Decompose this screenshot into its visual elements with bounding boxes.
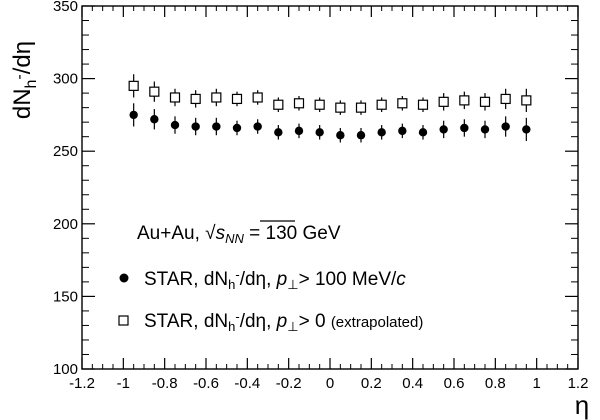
x-tick-label: -1.2 bbox=[69, 375, 95, 392]
y-tick-label: 200 bbox=[53, 216, 78, 233]
legend-entry-1-a: STAR, dN bbox=[144, 269, 228, 290]
legend: STAR, dNh-/dη, p⊥> 100 MeV/c STAR, dNh-/… bbox=[118, 267, 423, 334]
y-tick-label: 350 bbox=[53, 0, 78, 15]
legend-entry-2-p: p bbox=[276, 311, 288, 332]
x-tick-label: 0.2 bbox=[361, 375, 382, 392]
data-point-filled-circle bbox=[294, 126, 304, 136]
legend-entry-2-c: > 0 bbox=[299, 311, 331, 332]
series-layer bbox=[128, 74, 532, 143]
data-point-filled-circle bbox=[232, 123, 242, 133]
series-2 bbox=[128, 74, 532, 115]
data-point-filled-circle bbox=[439, 125, 448, 134]
legend-entry-2-b: /dη, bbox=[240, 311, 277, 332]
data-point-filled-circle bbox=[522, 125, 531, 134]
legend-entry-2-small: (extrapolated) bbox=[331, 314, 424, 331]
legend-entry-2-sub: h bbox=[228, 319, 235, 334]
annotation-s-sub: NN bbox=[225, 231, 244, 246]
data-point-filled-circle bbox=[336, 131, 345, 140]
legend-marker-open-square bbox=[118, 315, 129, 326]
data-point-open-square bbox=[169, 92, 181, 103]
legend-entry-1-c: > 100 MeV/ bbox=[299, 269, 397, 290]
data-point-open-square bbox=[293, 98, 305, 109]
data-point-filled-circle bbox=[480, 125, 490, 134]
data-point-filled-circle bbox=[253, 122, 262, 131]
legend-entry-2-a: STAR, dN bbox=[144, 311, 228, 332]
data-point-filled-circle bbox=[212, 122, 221, 131]
data-point-open-square bbox=[397, 98, 408, 109]
data-point-filled-circle bbox=[398, 126, 407, 136]
y-axis-title: dNh-/dη bbox=[9, 41, 40, 119]
data-point-open-square bbox=[314, 99, 325, 110]
y-tick-label: 150 bbox=[53, 288, 78, 305]
data-point-filled-circle bbox=[356, 131, 366, 140]
legend-entry-1-p: p bbox=[276, 269, 288, 290]
data-point-open-square bbox=[273, 99, 284, 110]
annotation-prefix: Au+Au, bbox=[137, 223, 205, 244]
data-point-open-square bbox=[355, 102, 367, 113]
data-point-filled-circle bbox=[274, 128, 283, 137]
x-tick-label: 0.4 bbox=[402, 375, 423, 392]
x-tick-label: -1 bbox=[117, 375, 130, 392]
data-point-filled-circle bbox=[377, 128, 386, 137]
legend-entry-1-c-italic: c bbox=[396, 269, 406, 290]
data-point-open-square bbox=[500, 93, 511, 105]
data-point-filled-circle bbox=[418, 128, 428, 137]
legend-entry-2-sup: - bbox=[235, 309, 239, 324]
data-point-open-square bbox=[479, 96, 491, 107]
legend-marker-filled-circle bbox=[119, 273, 129, 283]
legend-entry-1-sub: h bbox=[228, 277, 235, 292]
data-point-open-square bbox=[252, 92, 263, 103]
data-point-open-square bbox=[459, 95, 470, 106]
data-point-open-square bbox=[376, 99, 387, 110]
axes: -1.2 -1 -0.8 -0.6 -0.4 -0.2 0 0.2 0.4 0.6 0.8 1 1.2 1… bbox=[53, 0, 588, 392]
y-axis-title-main: dN bbox=[9, 88, 36, 119]
x-tick-label: -0.8 bbox=[152, 375, 178, 392]
data-point-filled-circle bbox=[191, 122, 200, 131]
data-point-open-square bbox=[190, 93, 201, 105]
data-point-filled-circle bbox=[150, 115, 159, 124]
y-tick-label: 300 bbox=[53, 71, 78, 88]
data-point-open-square bbox=[438, 96, 449, 107]
legend-entry-2-perp: ⊥ bbox=[287, 319, 298, 334]
series-1 bbox=[129, 103, 531, 143]
data-point-open-square bbox=[149, 86, 160, 97]
data-point-open-square bbox=[521, 95, 532, 106]
y-axis-title-sup: - bbox=[11, 74, 28, 79]
data-point-open-square bbox=[335, 102, 346, 113]
legend-entry-1-b: /dη, bbox=[240, 269, 277, 290]
data-point-filled-circle bbox=[170, 120, 180, 130]
x-tick-label: 1.2 bbox=[568, 375, 589, 392]
data-point-open-square bbox=[231, 93, 243, 105]
legend-entry-1: STAR, dNh-/dη, p⊥> 100 MeV/c bbox=[144, 267, 406, 292]
x-tick-label: -0.6 bbox=[193, 375, 219, 392]
y-tick-label: 250 bbox=[53, 143, 78, 160]
annotation: Au+Au, √sNN = 130 GeV bbox=[137, 223, 341, 246]
annotation-s: s bbox=[216, 223, 226, 244]
legend-entry-2: STAR, dNh-/dη, p⊥> 0 (extrapolated) bbox=[144, 309, 423, 334]
x-axis-title: η bbox=[575, 390, 589, 420]
data-point-filled-circle bbox=[501, 122, 510, 131]
legend-entry-1-perp: ⊥ bbox=[287, 277, 298, 292]
data-point-filled-circle bbox=[129, 110, 138, 120]
data-point-open-square bbox=[417, 99, 429, 110]
y-axis-title-sub: h bbox=[23, 80, 40, 89]
x-tick-label: -0.2 bbox=[276, 375, 302, 392]
x-tick-label: 1 bbox=[532, 375, 540, 392]
x-tick-label: 0 bbox=[326, 375, 334, 392]
x-tick-label: 0.8 bbox=[485, 375, 506, 392]
data-point-open-square bbox=[211, 92, 222, 103]
annotation-suffix: = 130 GeV bbox=[244, 223, 341, 244]
legend-entry-1-sup: - bbox=[235, 267, 239, 282]
y-axis-title-tail: /dη bbox=[9, 41, 36, 74]
data-point-filled-circle bbox=[460, 123, 469, 133]
annotation-sqrt: √ bbox=[205, 223, 216, 244]
data-point-open-square bbox=[128, 80, 139, 91]
x-tick-label: -0.4 bbox=[234, 375, 260, 392]
x-tick-label: 0.6 bbox=[444, 375, 465, 392]
data-point-filled-circle bbox=[315, 128, 324, 137]
y-tick-label: 100 bbox=[53, 361, 78, 378]
